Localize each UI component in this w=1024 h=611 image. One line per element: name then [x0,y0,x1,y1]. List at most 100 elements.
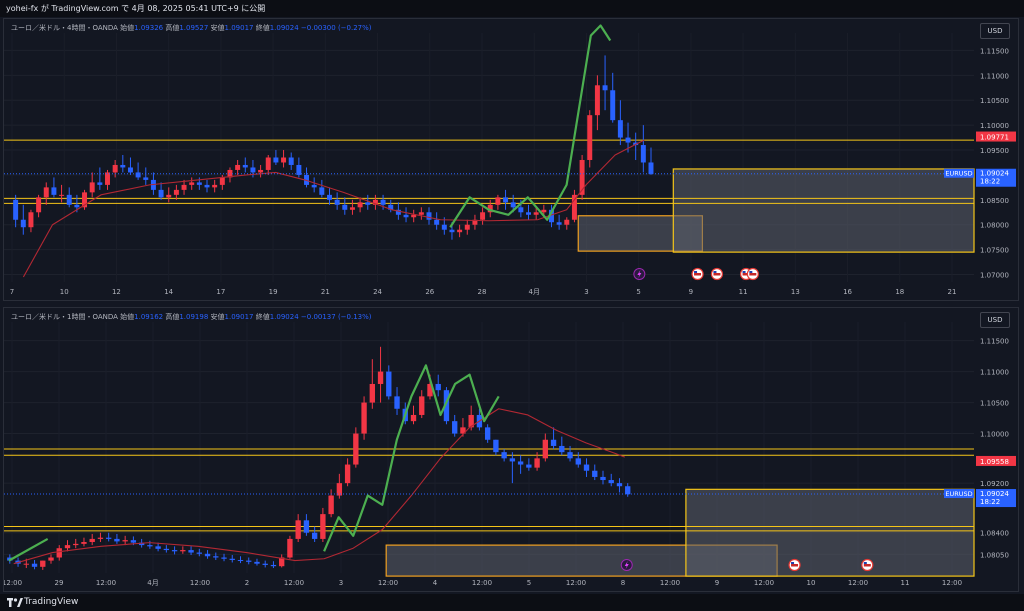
legend-change: −0.00300 (−0.27%) [300,24,372,32]
candle-body [480,212,486,220]
y-tick-label: 1.11500 [980,338,1009,346]
candle-body [311,532,318,539]
y-tick-label: 1.07500 [980,247,1009,255]
x-tick-label: 12:00 [848,579,868,587]
x-tick-label: 17 [216,288,225,296]
candle-body [196,182,202,185]
demand-zone [685,488,975,577]
x-tick-label: 12 [112,288,121,296]
x-tick-label: 21 [321,288,330,296]
candle-body [377,371,384,384]
candle-body [97,537,104,539]
candle-body [600,476,606,481]
chart-pane-1h[interactable]: 1.11500 1.11000 1.10500 1.10000 1.09200 1.084… [3,307,1019,592]
candle-body [171,550,178,552]
x-tick-label: 9 [715,579,719,587]
candle-body [386,371,392,397]
y-tick-label: 1.10500 [980,400,1009,408]
legend-symbol: ユーロ／米ドル・1時間・OANDA [11,313,118,321]
candle-body [625,137,631,143]
x-tick-label: 26 [425,288,434,296]
candle-body [510,202,516,208]
y-tick-label: 1.10500 [980,97,1009,105]
candle-body [138,542,145,546]
x-tick-label: 12:00 [754,579,774,587]
x-tick-label: 5 [527,579,531,587]
legend-open: 1.09162 [134,313,164,321]
x-tick-label: 12:00 [96,579,116,587]
candle-body [181,184,187,190]
x-tick-label: 2 [245,579,249,587]
candle-body [326,194,332,200]
price-tag: 1.09024 [980,490,1009,498]
candle-body [173,189,179,195]
flag-stripe [749,273,757,276]
flag-stripe [694,273,702,276]
candle-body [418,212,424,215]
chart-legend: ユーロ／米ドル・4時間・OANDA 始値1.09326 高値1.09527 安値… [11,23,372,33]
candle-body [273,157,279,163]
candle-body [66,194,72,205]
x-tick-label: 12:00 [472,579,492,587]
candle-body [189,182,195,185]
candle-body [449,229,455,233]
x-tick-label: 29 [55,579,64,587]
y-tick-label: 1.08000 [980,222,1009,230]
x-tick-label: 16 [843,288,852,296]
candle-body [237,559,244,561]
x-tick-label: 12:00 [660,579,680,587]
x-tick-label: 10 [60,288,69,296]
legend-close: 1.09024 [269,24,299,32]
chart-pane-4h[interactable]: 1.11500 1.11000 1.10500 1.10000 1.09500 1.090… [3,18,1019,301]
candle-body [426,212,432,220]
chart-4h-svg[interactable]: 1.11500 1.11000 1.10500 1.10000 1.09500 1.090… [4,19,1018,300]
candle-body [617,120,623,138]
y-tick-label: 1.08050 [980,551,1009,559]
price-tag: 1.09024 [980,170,1009,178]
candle-body [501,452,507,459]
legend-symbol: ユーロ／米ドル・4時間・OANDA [11,24,118,32]
candle-body [64,545,71,549]
candle-body [541,209,547,213]
candle-body [311,184,317,188]
footer-bar: TradingView [0,594,1024,611]
chart-1h-svg[interactable]: 1.11500 1.11000 1.10500 1.10000 1.09200 1.084… [4,308,1018,591]
candle-body [114,538,120,542]
candle-body [112,164,118,173]
candle-body [196,552,202,554]
candle-body [550,439,557,446]
legend-open: 1.09326 [134,24,164,32]
candle-body [353,433,359,465]
candle-body [143,177,149,180]
candle-body [487,204,493,213]
candle-body [403,214,409,218]
currency-button[interactable]: USD [980,23,1010,39]
price-tag-bg [976,168,1016,187]
legend-low: 1.09017 [224,313,254,321]
price-tag-bg [976,455,1016,466]
candle-body [575,458,581,465]
symbol-tag-bg [944,168,974,178]
candle-body [229,558,235,560]
candle-body [419,396,425,415]
candle-body [434,219,440,225]
x-tick-label: 3 [584,288,588,296]
x-tick-label: 12:00 [284,579,304,587]
legend-high-label: 高値 [165,24,180,32]
x-tick-label: 19 [269,288,278,296]
candle-body [23,563,29,565]
candle-body [242,164,248,168]
candle-body [320,514,326,539]
candle-body [20,219,26,228]
candle-body [526,464,532,468]
candle-body [344,464,351,484]
candle-body [602,85,608,91]
candle-body [59,194,65,196]
currency-button[interactable]: USD [980,312,1010,328]
legend-close-label: 終値 [255,313,270,321]
candle-body [127,167,133,173]
flag-canton [713,271,717,273]
x-tick-label: 3 [339,579,343,587]
candle-body [625,486,631,495]
candle-body [213,556,219,558]
